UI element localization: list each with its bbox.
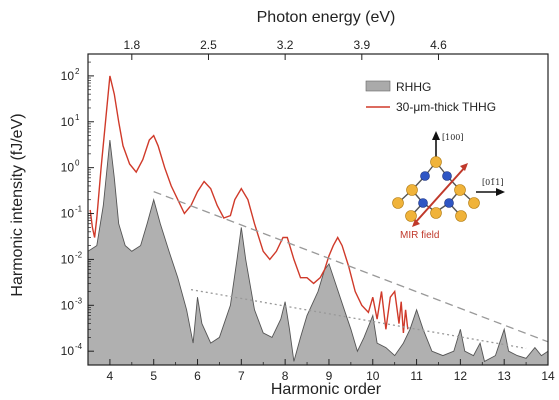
y-tick-exponent: -4 [75, 342, 83, 351]
gold-atom [430, 156, 442, 168]
series-line-30-m-thick-thhg [89, 75, 409, 333]
y-tick-label: 10 [61, 115, 75, 129]
top-tick-label: 3.2 [277, 38, 294, 52]
right-arrow-head-icon [496, 188, 505, 196]
x-tick-label: 14 [541, 369, 555, 383]
series-line-guide-upper [153, 190, 548, 343]
field-label: MIR field [400, 230, 439, 241]
x-tick-label: 5 [150, 369, 157, 383]
lattice-atoms [392, 156, 480, 222]
blue-atom [420, 171, 430, 181]
y-tick-exponent: -3 [75, 296, 83, 305]
legend-label-thhg: 30-μm-thick THHG [396, 100, 496, 114]
y-tick-exponent: -2 [75, 250, 83, 259]
y-tick-label: 10 [61, 298, 75, 312]
x-tick-label: 13 [498, 369, 512, 383]
field-arrow [413, 165, 467, 225]
gold-atom [468, 197, 480, 209]
x-tick-label: 10 [366, 369, 380, 383]
top-tick-label: 4.6 [430, 38, 447, 52]
gold-atom [455, 210, 467, 222]
direction-up-label: [100] [442, 133, 464, 142]
series-edge-rhhg [88, 139, 548, 363]
legend-swatch-rhhg [365, 80, 391, 92]
ticks-layer [87, 53, 549, 365]
labels-layer: 4 5 6 7 8 9 10 11 12 13 141.8 2.5 3.2 3.9 4.610 -410 -31… [61, 38, 555, 383]
x-tick-label: 7 [238, 369, 245, 383]
field-arrow-head-icon [460, 163, 468, 171]
legend: RHHG 30-μm-thick THHG [365, 80, 496, 114]
y-tick-label: 10 [61, 344, 75, 358]
blue-atom [444, 198, 454, 208]
plot-frame [87, 53, 549, 366]
y-tick-exponent: 1 [75, 113, 80, 122]
x-axis-title: Harmonic order [271, 381, 382, 398]
y-axis-title: Harmonic intensity (fJ/eV) [9, 113, 26, 296]
direction-right-label: [01̄1] [482, 178, 504, 187]
series-line-guide-lower [190, 288, 527, 350]
y-tick-exponent: 0 [75, 159, 80, 168]
x-tick-label: 9 [326, 369, 333, 383]
y-tick-label: 10 [61, 69, 75, 83]
blue-atom [442, 171, 452, 181]
crystal-inset: [100] [392, 131, 505, 241]
gold-atom [392, 197, 404, 209]
series-area-rhhg [88, 140, 548, 365]
x-tick-label: 12 [454, 369, 468, 383]
x-tick-label: 4 [107, 369, 114, 383]
top-tick-label: 2.5 [200, 38, 217, 52]
y-tick-exponent: 2 [75, 67, 80, 76]
top-tick-label: 3.9 [353, 38, 370, 52]
legend-label-rhhg: RHHG [396, 80, 431, 94]
x-tick-label: 8 [282, 369, 289, 383]
gold-atom [454, 184, 466, 196]
gold-atom [430, 207, 442, 219]
field-arrow-tail-icon [412, 219, 420, 227]
series-layer [88, 75, 548, 365]
x-tick-label: 11 [410, 369, 423, 383]
gold-atom [406, 184, 418, 196]
gold-atom [405, 210, 417, 222]
up-arrow-head-icon [432, 131, 440, 140]
blue-atom [418, 198, 428, 208]
y-tick-label: 10 [61, 207, 75, 221]
y-tick-label: 10 [61, 252, 75, 266]
top-axis-title: Photon energy (eV) [257, 9, 396, 26]
top-tick-label: 1.8 [123, 38, 140, 52]
y-tick-exponent: -1 [75, 205, 83, 214]
x-tick-label: 6 [194, 369, 201, 383]
y-tick-label: 10 [61, 161, 75, 175]
